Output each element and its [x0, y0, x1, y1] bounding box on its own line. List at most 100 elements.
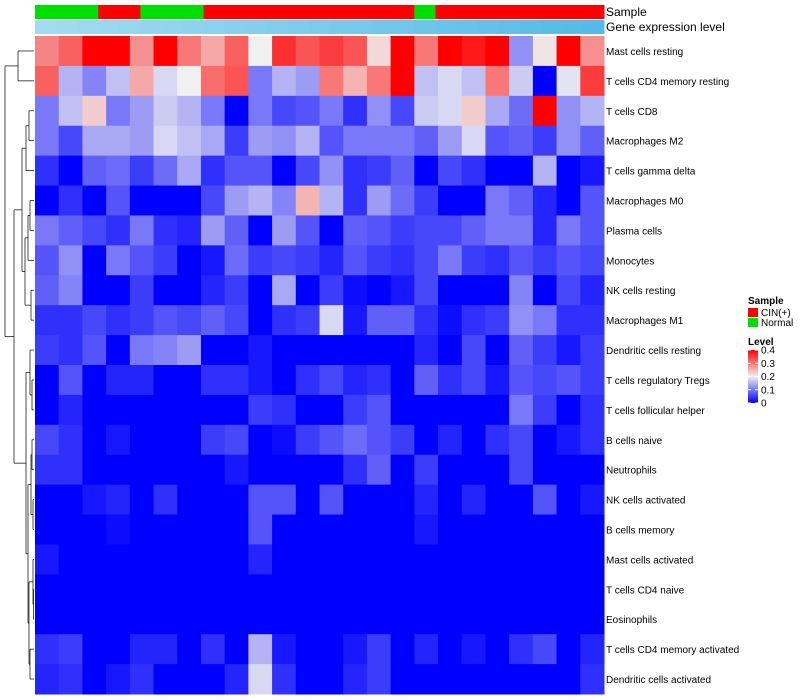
heatmap-cell	[580, 185, 605, 216]
heatmap-cell	[106, 155, 131, 187]
heatmap-cell	[366, 514, 392, 545]
heatmap-cell	[319, 305, 344, 336]
heatmap-cell	[580, 245, 605, 276]
heatmap-cell	[319, 95, 344, 127]
heatmap-cell	[461, 245, 486, 276]
heatmap-cell	[461, 664, 486, 695]
heatmap-cell	[580, 365, 605, 396]
heatmap-cell	[272, 305, 297, 336]
heatmap-cell	[461, 125, 486, 157]
level-ticks: 0 0.1 0.2 0.3 0.4	[748, 346, 775, 410]
heatmap-cell	[224, 245, 249, 276]
heatmap-cell	[129, 95, 155, 127]
heatmap-cell	[272, 335, 297, 366]
expression-annotation-cell	[287, 20, 310, 34]
heatmap-cell	[532, 664, 558, 695]
heatmap-cell	[580, 514, 605, 545]
heatmap-cell	[35, 365, 60, 396]
heatmap-cell	[295, 125, 320, 157]
heatmap-cell	[485, 394, 510, 426]
heatmap-cell	[580, 275, 605, 306]
heatmap-cell	[272, 245, 297, 276]
expression-annotation-cell	[224, 20, 247, 34]
heatmap-cell	[82, 544, 107, 575]
heatmap-cell	[82, 604, 107, 635]
heatmap-cell	[438, 275, 463, 306]
heatmap-cell	[58, 544, 83, 575]
heatmap-cell	[295, 215, 320, 246]
heatmap-cell	[366, 215, 392, 246]
row-label: Mast cells resting	[606, 47, 683, 58]
heatmap-cell	[58, 424, 83, 456]
heatmap-cell	[532, 514, 558, 545]
sample-annotation-cell	[287, 5, 310, 19]
heatmap-cell	[343, 454, 368, 486]
heatmap-cell	[129, 604, 155, 635]
heatmap-cell	[532, 185, 558, 216]
heatmap-cell	[366, 95, 392, 127]
expression-annotation-track	[35, 20, 605, 34]
heatmap-cell	[461, 305, 486, 336]
heatmap-cell	[343, 245, 368, 276]
heatmap-cell	[82, 365, 107, 396]
row-label: Macrophages M1	[606, 316, 684, 327]
level-tick-label: 0	[761, 399, 767, 410]
heatmap-cell	[532, 125, 558, 157]
heatmap-cell	[224, 544, 249, 575]
heatmap-cell	[390, 155, 415, 187]
heatmap-cell	[390, 424, 415, 456]
row-label: Monocytes	[606, 256, 654, 267]
heatmap-cell	[200, 514, 226, 545]
heatmap-cell	[532, 424, 558, 456]
heatmap-cell	[153, 394, 178, 426]
sample-annotation-cell	[266, 5, 289, 19]
heatmap-cell	[224, 365, 249, 396]
heatmap-cell	[153, 634, 178, 665]
heatmap-cell	[35, 245, 60, 276]
level-tick-label: 0.2	[761, 372, 775, 383]
heatmap-cell	[390, 544, 415, 575]
heatmap-cell	[248, 544, 273, 575]
heatmap-cell	[532, 454, 558, 486]
heatmap-cell	[414, 604, 439, 635]
heatmap-cell	[319, 574, 344, 605]
heatmap-cell	[153, 305, 178, 336]
heatmap-cell	[153, 424, 178, 456]
heatmap-cell	[556, 215, 581, 246]
heatmap-cell	[153, 36, 178, 67]
heatmap-cell	[35, 664, 60, 695]
heatmap-cell	[390, 634, 415, 665]
sample-annotation-cell	[435, 5, 457, 19]
expression-annotation-cell	[477, 20, 500, 34]
heatmap-cell	[580, 424, 605, 456]
heatmap-cell	[129, 454, 155, 486]
heatmap-cell	[82, 454, 107, 486]
heatmap-cell	[414, 394, 439, 426]
heatmap-cell	[35, 514, 60, 545]
row-label: T cells CD8	[606, 107, 658, 118]
heatmap-cell	[248, 36, 273, 67]
heatmap-cell	[200, 185, 226, 216]
heatmap-cell	[556, 424, 581, 456]
heatmap-cell	[532, 36, 558, 67]
heatmap-cell	[366, 335, 392, 366]
legend-swatch-normal	[748, 318, 758, 327]
heatmap-cell	[461, 424, 486, 456]
heatmap-cell	[106, 424, 131, 456]
heatmap-cell	[532, 155, 558, 187]
heatmap-cell	[438, 245, 463, 276]
heatmap-cell	[106, 664, 131, 695]
heatmap-cell	[200, 634, 226, 665]
heatmap-cell	[556, 365, 581, 396]
heatmap-cell	[82, 245, 107, 276]
heatmap-cell	[532, 484, 558, 516]
heatmap-cell	[82, 275, 107, 306]
heatmap-cell	[532, 604, 558, 635]
heatmap-cell	[509, 125, 534, 157]
heatmap-cell	[414, 185, 439, 216]
heatmap-cell	[200, 394, 226, 426]
heatmap-cell	[200, 155, 226, 187]
heatmap-cell	[272, 36, 297, 67]
heatmap-cell	[272, 394, 297, 426]
heatmap-cell	[177, 215, 202, 246]
